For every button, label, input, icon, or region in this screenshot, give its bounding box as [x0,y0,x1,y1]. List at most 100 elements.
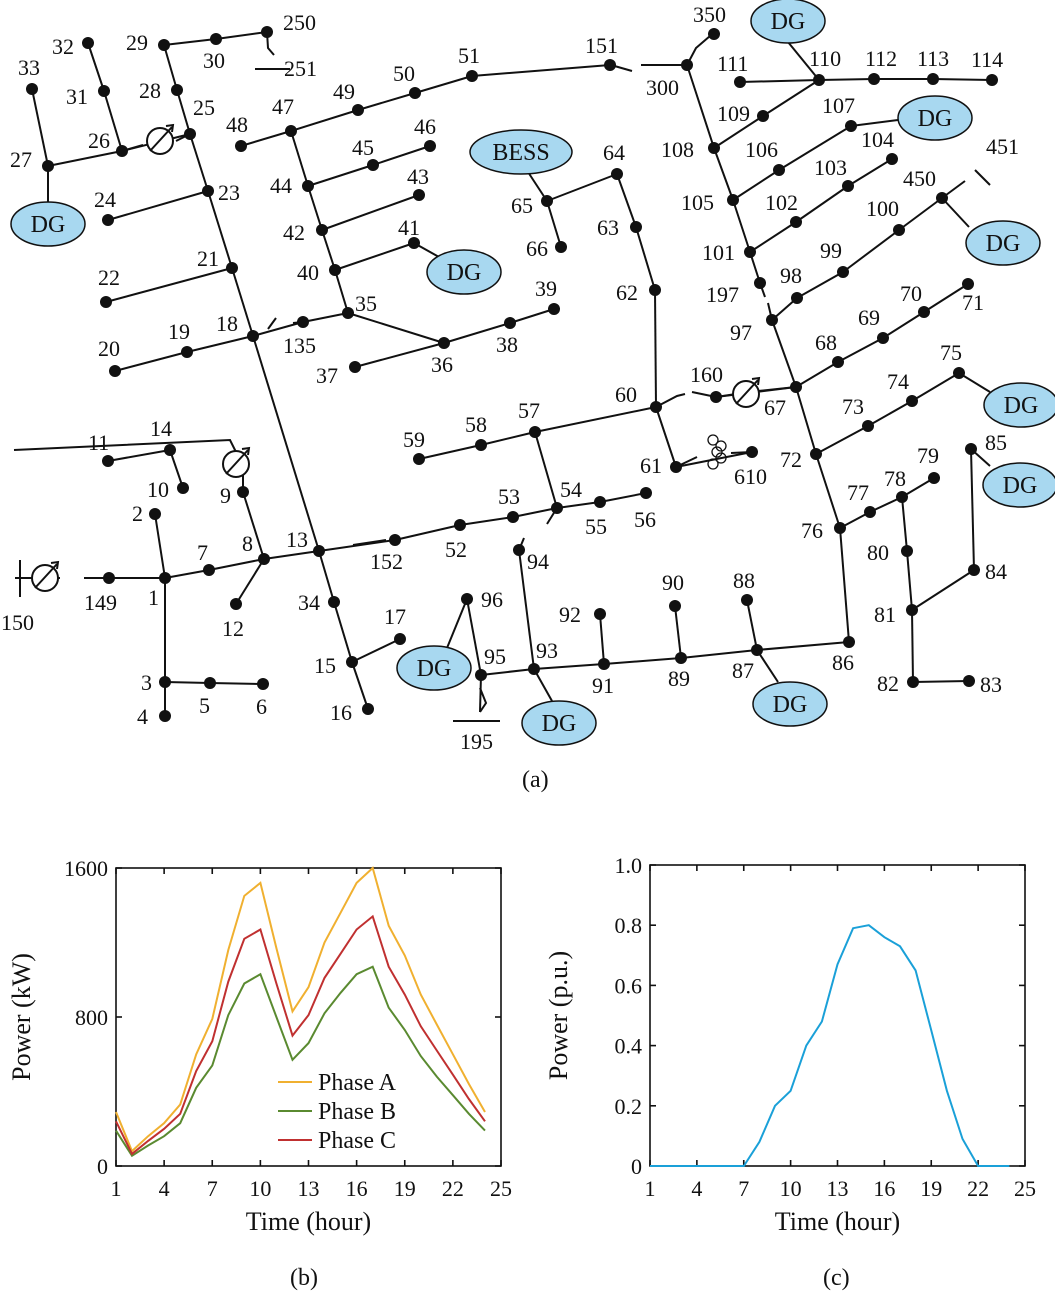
feeder-line [815,453,841,529]
feeder-line [757,386,797,392]
bus-node [98,85,110,97]
feeder-line [749,221,797,253]
bus-label: 72 [780,447,802,472]
bus-node [790,381,802,393]
bus-label: 31 [66,84,88,109]
x-tick-label: 7 [738,1176,749,1201]
bus-node [349,361,361,373]
bus-node [26,83,38,95]
bus-label: 102 [765,190,798,215]
feeder-line [307,164,374,187]
bus-node [454,519,466,531]
bus-node [877,332,889,344]
bus-label: 45 [352,135,374,160]
feeder-line [334,242,415,271]
feeder-line [867,400,913,427]
regulator-icon [222,446,251,478]
feeder-line [901,477,935,498]
bus-label: 42 [283,220,305,245]
bess-ellipse [469,129,573,175]
bus-node [389,534,401,546]
feeder-line [189,133,209,192]
bus-label: 60 [615,382,637,407]
bus-label: 8 [242,531,253,556]
bus-node [346,656,358,668]
bess-unit: BESS [469,129,573,202]
x-tick-label: 19 [920,1176,942,1201]
bus-label: 32 [52,34,74,59]
bus-label: 451 [986,134,1019,159]
bus-node [790,216,802,228]
bus-node [257,678,269,690]
bus-label: 17 [384,604,406,629]
bus-node [475,669,487,681]
bus-label: 27 [10,147,32,172]
bus-label: 58 [465,412,487,437]
bus-label: 22 [98,265,120,290]
bus-label: 114 [971,47,1003,72]
feeder-line [207,190,233,269]
feeder-line [154,513,166,579]
feeder-line [471,64,611,77]
bus-node [116,145,128,157]
bus-label: 98 [780,263,802,288]
bus-label: 20 [98,336,120,361]
legend-label: Phase B [318,1099,396,1125]
feeder-line [732,169,780,201]
feeder-line [47,150,123,167]
feeder-line [616,173,637,228]
bus-label: 54 [560,477,582,502]
bus-label: 2 [132,501,143,526]
bus-label: 10 [147,477,169,502]
feeder-line [746,599,758,651]
bus-label: 100 [866,196,899,221]
bus-label: 95 [484,644,506,669]
bus-label: 90 [662,570,684,595]
bus-label: 59 [403,427,425,452]
bus-label: 89 [668,666,690,691]
bus-node [886,153,898,165]
bus-label: 1 [148,585,159,610]
bus-node [896,491,908,503]
bus-node [210,33,222,45]
bus-node [837,266,849,278]
feeder-line [837,337,884,363]
bus-node [513,544,525,556]
caption-a: (a) [522,767,549,793]
bus-label: 108 [661,137,694,162]
feeder-line [901,496,908,552]
bus-label: 66 [526,236,548,261]
bus-label: 68 [815,330,837,355]
feeder-line [739,79,820,83]
bus-node [842,180,854,192]
bus-node [548,303,560,315]
y-tick-label: 0.4 [615,1034,643,1059]
plot-frame [115,867,502,1167]
bus-node [184,128,196,140]
bus-label: 109 [717,101,750,126]
bus-label: 610 [734,464,767,489]
bus-node [261,26,273,38]
bus-label: 63 [597,215,619,240]
bus-label: 73 [842,394,864,419]
feeder-line [686,35,711,66]
bus-node [230,598,242,610]
series-line-phase-c [115,914,486,1156]
bus-node [918,306,930,318]
x-tick-label: 16 [873,1176,895,1201]
bus-node [285,125,297,137]
dg-label: DG [773,692,808,718]
bus-node [754,277,766,289]
bus-label: 18 [216,311,238,336]
bus-node [149,508,161,520]
feeder-line [302,312,349,323]
dg-ellipse [982,462,1055,508]
bus-label: 15 [314,653,336,678]
bus-label: 78 [884,466,906,491]
bus-label: 80 [867,540,889,565]
bus-node [669,600,681,612]
feeder-line [318,550,335,603]
feeder-line [290,130,309,187]
bus-node [102,455,114,467]
